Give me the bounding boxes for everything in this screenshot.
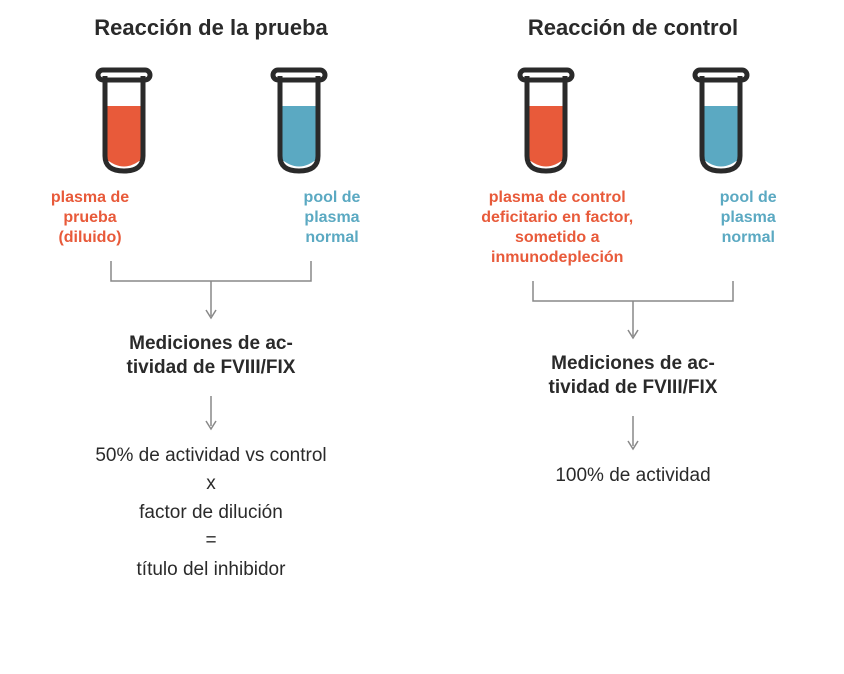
test-tubes-row bbox=[30, 66, 392, 176]
test-tube-blue bbox=[269, 66, 329, 176]
result-line: = bbox=[95, 527, 326, 556]
test-labels-row: plasma deprueba(diluido) pool deplasmano… bbox=[30, 188, 392, 248]
result-line: título del inhibidor bbox=[95, 556, 326, 585]
control-reaction-column: Reacción de control plasm bbox=[452, 15, 814, 584]
test-tube-red-label: plasma deprueba(diluido) bbox=[30, 188, 150, 248]
test-measurement-label: Mediciones de ac-tividad de FVIII/FIX bbox=[127, 332, 296, 380]
result-line: x bbox=[95, 470, 326, 499]
control-reaction-title: Reacción de control bbox=[528, 15, 738, 41]
bracket-connector-icon bbox=[493, 276, 773, 346]
test-tube-red bbox=[94, 66, 154, 176]
control-measurement-label: Mediciones de ac-tividad de FVIII/FIX bbox=[549, 352, 718, 400]
arrow-down-icon bbox=[623, 414, 643, 454]
bracket-connector-icon bbox=[71, 256, 351, 326]
control-tube-blue-label: pool deplasmanormal bbox=[682, 188, 814, 268]
result-line: 100% de actividad bbox=[555, 462, 710, 491]
arrow-down-icon bbox=[201, 394, 221, 434]
control-tube-blue bbox=[691, 66, 751, 176]
result-line: 50% de actividad vs control bbox=[95, 442, 326, 471]
control-result-block: 100% de actividad bbox=[555, 462, 710, 491]
test-tube-icon bbox=[516, 66, 576, 176]
diagram-container: Reacción de la prueba pla bbox=[0, 0, 844, 599]
test-result-block: 50% de actividad vs control x factor de … bbox=[95, 442, 326, 585]
test-tube-blue-label: pool deplasmanormal bbox=[272, 188, 392, 248]
control-tube-red bbox=[516, 66, 576, 176]
control-tubes-row bbox=[452, 66, 814, 176]
result-line: factor de dilución bbox=[95, 499, 326, 528]
test-reaction-title: Reacción de la prueba bbox=[94, 15, 328, 41]
test-reaction-column: Reacción de la prueba pla bbox=[30, 15, 392, 584]
test-tube-icon bbox=[269, 66, 329, 176]
control-labels-row: plasma de controldeficitario en factor,s… bbox=[452, 188, 814, 268]
control-tube-red-label: plasma de controldeficitario en factor,s… bbox=[452, 188, 662, 268]
test-tube-icon bbox=[691, 66, 751, 176]
test-tube-icon bbox=[94, 66, 154, 176]
